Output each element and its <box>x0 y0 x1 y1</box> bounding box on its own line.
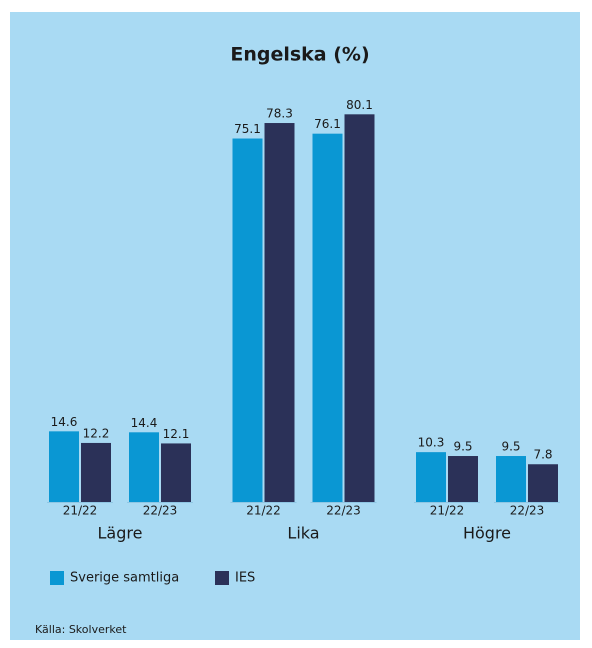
value-label: 14.6 <box>51 415 78 429</box>
value-label: 7.8 <box>533 448 552 462</box>
bar <box>448 456 478 502</box>
x-tick-label: 21/22 <box>430 504 465 518</box>
legend-swatch <box>215 571 229 585</box>
value-label: 12.2 <box>83 426 110 440</box>
bar <box>81 442 111 502</box>
x-tick-label: 22/23 <box>326 504 361 518</box>
bar <box>496 456 526 502</box>
group-label: Lika <box>287 524 319 543</box>
x-tick-label: 21/22 <box>63 504 98 518</box>
value-label: 76.1 <box>314 117 341 131</box>
value-label: 78.3 <box>266 107 293 121</box>
bar <box>161 443 191 502</box>
bar <box>344 114 375 502</box>
value-label: 12.1 <box>163 427 190 441</box>
group-label: Högre <box>463 524 511 543</box>
value-label: 9.5 <box>453 440 472 454</box>
legend-swatch <box>50 571 64 585</box>
bar <box>416 452 446 502</box>
background <box>10 12 580 640</box>
x-tick-label: 22/23 <box>510 504 545 518</box>
value-label: 14.4 <box>131 416 158 430</box>
value-label: 9.5 <box>501 440 520 454</box>
value-label: 75.1 <box>234 122 261 136</box>
bar <box>129 432 159 502</box>
legend-label: IES <box>235 571 255 586</box>
bar <box>49 431 79 502</box>
legend-label: Sverige samtliga <box>70 571 179 586</box>
bar <box>232 138 263 503</box>
value-label: 80.1 <box>346 98 373 112</box>
group-label: Lägre <box>98 524 143 543</box>
bar <box>312 133 343 502</box>
source: Källa: Skolverket <box>35 623 127 636</box>
value-label: 10.3 <box>418 436 445 450</box>
chart-title: Engelska (%) <box>230 44 369 66</box>
bar <box>264 123 295 502</box>
x-tick-label: 21/22 <box>246 504 281 518</box>
bar <box>528 464 558 502</box>
x-tick-label: 22/23 <box>143 504 178 518</box>
